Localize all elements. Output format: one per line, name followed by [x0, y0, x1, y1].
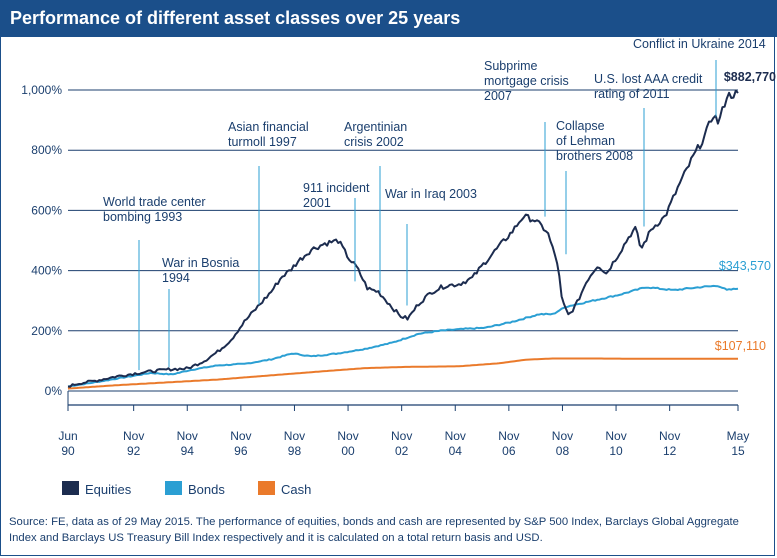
x-tick-label-month: Nov [498, 429, 519, 443]
x-tick-label-year: 98 [288, 444, 302, 458]
annotation-label: War in Iraq 2003 [385, 187, 477, 201]
y-tick-label: 600% [31, 203, 62, 217]
annotation-label: Argentinian [344, 120, 407, 134]
y-tick-label: 200% [31, 324, 62, 338]
x-tick-label-month: Nov [391, 429, 412, 443]
annotation-label: War in Bosnia [162, 256, 239, 270]
x-tick-label-year: 15 [731, 444, 745, 458]
x-tick-label-month: Nov [177, 429, 198, 443]
x-tick-label-year: 10 [609, 444, 623, 458]
x-tick-label-year: 12 [663, 444, 677, 458]
annotation-label: crisis 2002 [344, 135, 404, 149]
annotation-label: brothers 2008 [556, 149, 633, 163]
annotation-label: 1994 [162, 271, 190, 285]
annotation-label: 2007 [484, 89, 512, 103]
x-tick-label-year: 92 [127, 444, 141, 458]
series-end-value-label: $882,770 [724, 70, 776, 84]
annotation-label: mortgage crisis [484, 74, 569, 88]
x-tick-label-year: 94 [181, 444, 195, 458]
annotation-label: 2001 [303, 196, 331, 210]
annotation-label: Collapse [556, 119, 605, 133]
series-line-equities [67, 89, 739, 388]
title-bar: Performance of different asset classes o… [0, 0, 777, 37]
annotation-label: World trade center [103, 195, 206, 209]
x-tick-label-month: Nov [659, 429, 680, 443]
x-tick-label-month: Nov [445, 429, 466, 443]
annotation-label: bombing 1993 [103, 210, 182, 224]
annotation-label: Subprime [484, 59, 538, 73]
annotation-label: of Lehman [556, 134, 615, 148]
x-tick-label-month: Nov [337, 429, 358, 443]
legend-swatch [258, 481, 275, 495]
x-tick-label-year: 90 [61, 444, 75, 458]
series-end-value-label: $343,570 [719, 259, 771, 273]
annotation-label: 911 incident [303, 181, 370, 195]
x-tick-label-month: Nov [284, 429, 305, 443]
series-line-cash [67, 357, 738, 390]
annotation-label: U.S. lost AAA credit [594, 72, 703, 86]
y-tick-label: 800% [31, 143, 62, 157]
x-tick-label-year: 08 [556, 444, 570, 458]
source-note: Source: FE, data as of 29 May 2015. The … [9, 516, 739, 544]
x-tick-label-year: 96 [234, 444, 248, 458]
annotation-label: turmoll 1997 [228, 135, 297, 149]
legend-label: Bonds [188, 482, 225, 497]
legend-label: Cash [281, 482, 311, 497]
line-chart: 0%200%400%600%800%1,000%Jun90Nov92Nov94N… [21, 37, 776, 497]
legend-swatch [165, 481, 182, 495]
x-tick-label-month: Jun [58, 429, 77, 443]
x-tick-label-month: Nov [605, 429, 626, 443]
x-tick-label-year: 02 [395, 444, 409, 458]
x-tick-label-month: Nov [230, 429, 251, 443]
y-tick-label: 1,000% [21, 83, 62, 97]
annotation-label: rating of 2011 [594, 87, 670, 101]
annotation-label: Asian financial [228, 120, 309, 134]
x-tick-label-month: May [727, 429, 750, 443]
x-tick-label-month: Nov [123, 429, 144, 443]
annotation-label: Conflict in Ukraine 2014 [633, 37, 766, 51]
y-tick-label: 0% [45, 384, 63, 398]
x-tick-label-year: 06 [502, 444, 516, 458]
x-tick-label-month: Nov [552, 429, 573, 443]
legend-swatch [62, 481, 79, 495]
x-tick-label-year: 04 [449, 444, 463, 458]
y-tick-label: 400% [31, 264, 62, 278]
chart-title: Performance of different asset classes o… [10, 8, 461, 28]
series-line-bonds [67, 284, 739, 388]
legend-label: Equities [85, 482, 132, 497]
series-end-value-label: $107,110 [715, 339, 766, 353]
x-tick-label-year: 00 [341, 444, 355, 458]
